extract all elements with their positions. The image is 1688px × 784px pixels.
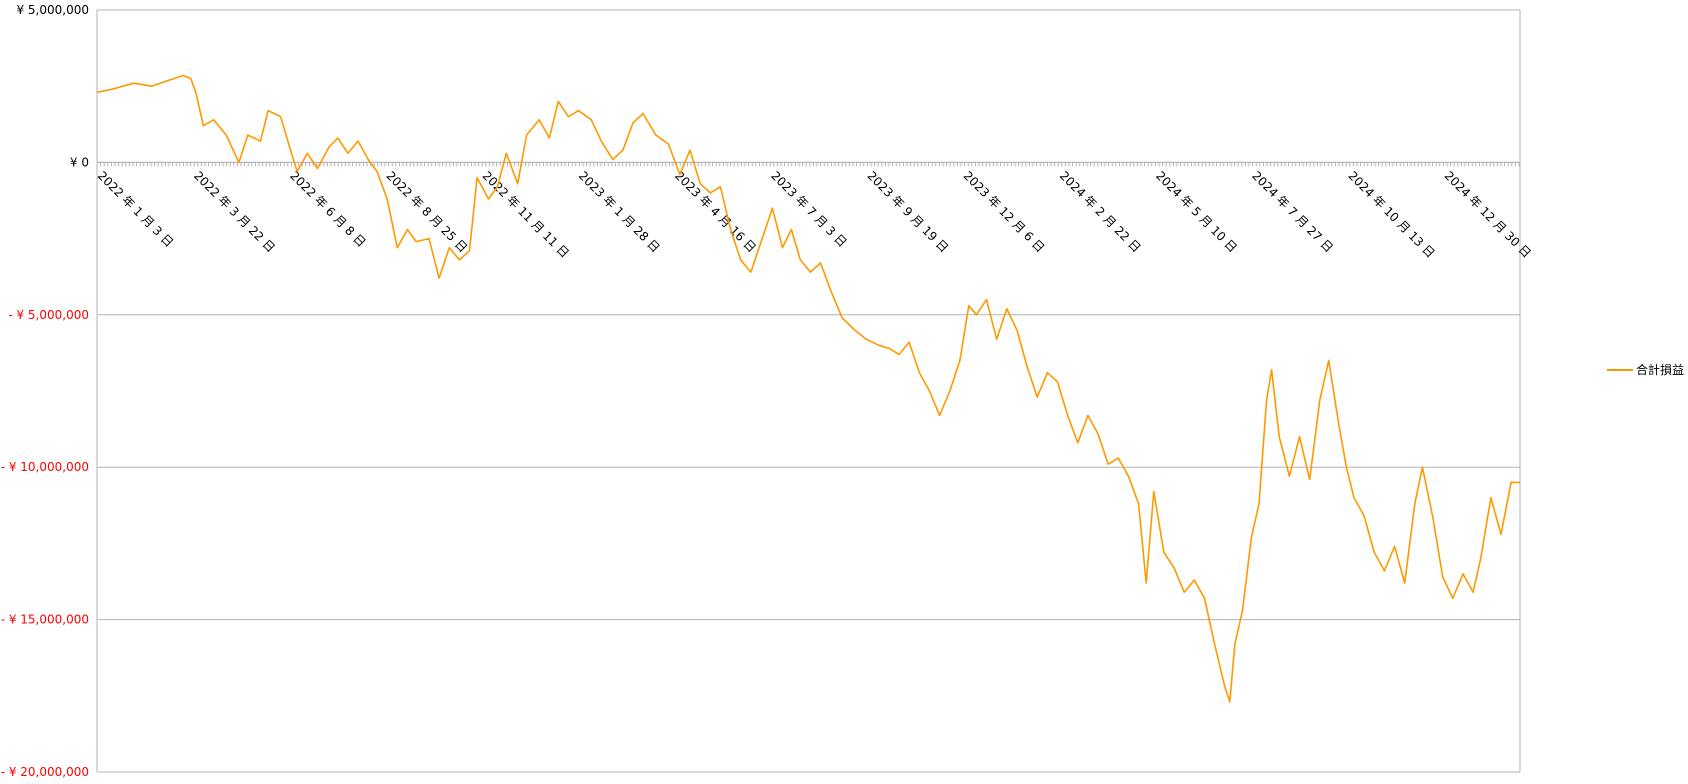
x-tick-label: 2023 年 1 月 28 日 — [576, 169, 663, 256]
x-tick-label: 2023 年 9 月 19 日 — [864, 169, 951, 256]
gridlines — [96, 9, 1521, 773]
x-tick-label: 2022 年 1 月 3 日 — [95, 169, 176, 250]
x-tick-label: 2024 年 5 月 10 日 — [1153, 169, 1240, 256]
series-lines — [96, 74, 1520, 703]
legend-label: 合計損益 — [1636, 362, 1684, 377]
x-tick-label: 2022 年 3 月 22 日 — [191, 169, 278, 256]
x-tick-label: 2022 年 6 月 8 日 — [287, 169, 368, 250]
y-tick-label: - ¥ 15,000,000 — [1, 613, 89, 627]
x-tick-label: 2024 年 2 月 22 日 — [1057, 169, 1144, 256]
y-tick-label: - ¥ 10,000,000 — [1, 460, 89, 474]
y-tick-label: ¥ 5,000,000 — [16, 3, 89, 17]
y-axis-tick-labels: ¥ 5,000,000 ¥ 0 - ¥ 5,000,000 - ¥ 10,000,00… — [1, 3, 89, 779]
x-axis-tick-labels: 2022 年 1 月 3 日 2022 年 3 月 22 日 2022 年 6 月 … — [95, 169, 1534, 261]
x-tick-label: 2023 年 12 月 6 日 — [961, 169, 1048, 256]
y-tick-label: ¥ 0 — [70, 155, 89, 169]
x-tick-label: 2024 年 7 月 27 日 — [1249, 169, 1336, 256]
y-tick-label: - ¥ 5,000,000 — [8, 308, 89, 322]
x-tick-label: 2023 年 4 月 16 日 — [672, 169, 759, 256]
legend: 合計損益 — [1607, 362, 1684, 377]
x-tick-label: 2024 年 10 月 13 日 — [1345, 169, 1437, 261]
y-tick-label: - ¥ 20,000,000 — [1, 765, 89, 779]
series-line — [96, 74, 1520, 703]
x-axis-minor-ticks — [96, 161, 1520, 167]
x-tick-label: 2022 年 11 月 11 日 — [480, 169, 572, 261]
